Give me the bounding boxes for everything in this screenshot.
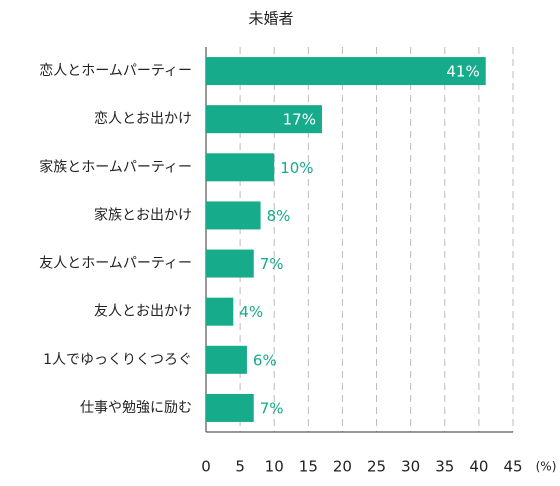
x-tick-label: 35 <box>435 458 454 476</box>
bar <box>206 297 234 326</box>
value-label: 17% <box>283 111 316 129</box>
y-tick-label: 1人でゆっくりくつろぐ <box>43 352 192 368</box>
y-tick-label: 家族とホームパーティー <box>39 158 192 175</box>
bar <box>206 249 254 278</box>
value-label: 7% <box>260 255 284 273</box>
x-tick-label: 45 <box>503 458 522 476</box>
y-tick-label: 友人とお出かけ <box>94 304 192 320</box>
chart-title: 未婚者 <box>248 10 293 28</box>
value-label: 10% <box>280 159 313 177</box>
bar <box>206 345 247 374</box>
y-tick-label: 恋人とお出かけ <box>94 110 192 127</box>
bar <box>206 201 261 230</box>
bar <box>206 153 275 182</box>
y-tick-label: 家族とお出かけ <box>94 206 192 223</box>
value-label: 7% <box>260 399 284 417</box>
x-tick-label: 10 <box>265 458 284 476</box>
y-tick-label: 友人とホームパーティー <box>39 256 192 272</box>
value-label: 6% <box>253 351 277 369</box>
x-tick-label: 15 <box>299 458 318 476</box>
x-tick-label: 25 <box>367 458 386 476</box>
bar <box>206 393 254 422</box>
bar <box>206 57 486 86</box>
x-axis-label: (%) <box>536 460 557 474</box>
x-tick-label: 5 <box>235 458 245 476</box>
x-tick-label: 20 <box>333 458 352 476</box>
value-label: 4% <box>239 303 263 321</box>
x-tick-label: 30 <box>401 458 420 476</box>
x-tick-label: 40 <box>469 458 488 476</box>
y-tick-label: 仕事や勉強に励む <box>80 400 192 416</box>
bar <box>206 105 322 134</box>
value-label: 8% <box>267 207 291 225</box>
x-tick-label: 0 <box>201 458 211 476</box>
value-label: 41% <box>446 63 479 81</box>
y-tick-label: 恋人とホームパーティー <box>39 62 192 79</box>
